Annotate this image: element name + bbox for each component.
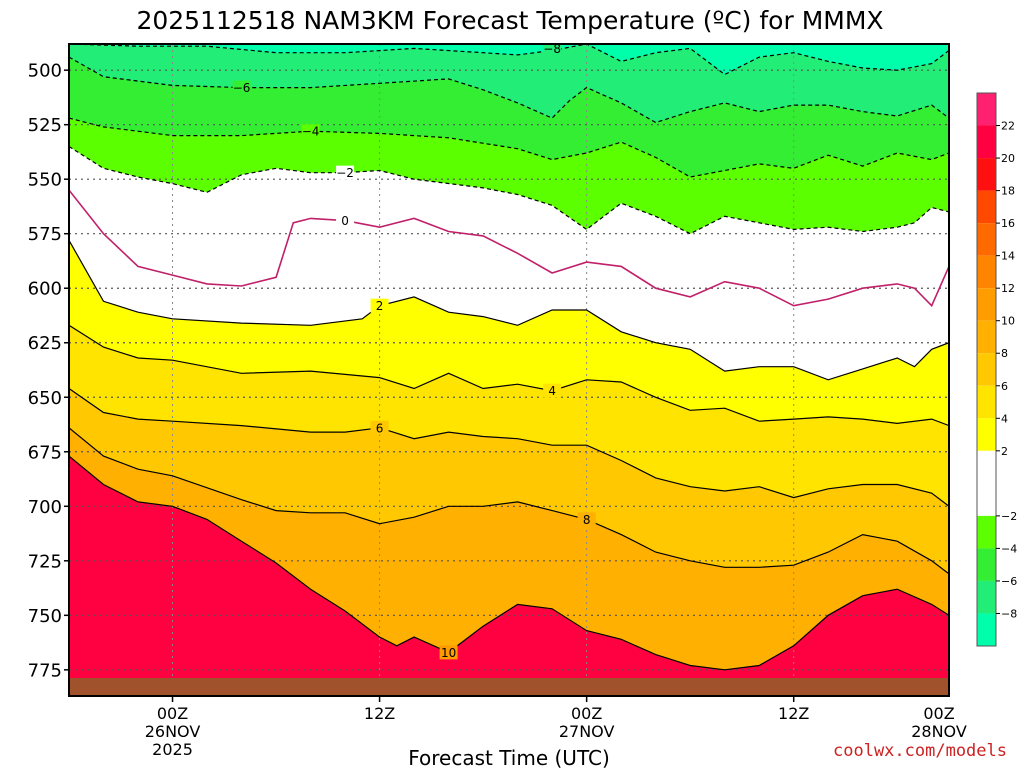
isotherm-6 [69, 388, 949, 507]
isotherm-label-bg [336, 165, 355, 180]
x-tick-label-24-2: 27NOV [559, 722, 615, 741]
isotherm-label-bg [543, 44, 562, 56]
plot-area: −8 −6 −4 −2 0 2 4 6 8 10 [69, 42, 949, 696]
colorbar-tick-label-4: 4 [1001, 412, 1008, 425]
y-tick-label-500: 500 [28, 61, 62, 82]
y-tick-label-575: 575 [28, 224, 62, 245]
temperature-fill [69, 44, 949, 696]
x-tick-label-0-3: 2025 [152, 740, 193, 759]
y-tick-label-725: 725 [28, 551, 62, 572]
y-axis-ticks: 500 525 550 575 600 625 650 675 700 725 750 775 [28, 61, 69, 681]
colorbar-band-8 [977, 320, 996, 354]
isotherm-label-4: 4 [548, 384, 556, 398]
colorbar-tick-label-18: 18 [1001, 185, 1015, 198]
isotherm-label-bg [370, 420, 389, 435]
isotherm-label-0: 0 [341, 214, 349, 228]
y-tick-label-700: 700 [28, 497, 62, 518]
colorbar: 22 20 18 16 14 12 10 8 6 4 2 −2 −4 −6 −8 [976, 92, 1017, 647]
isotherm--4 [69, 117, 949, 178]
colorbar-tick-label-14: 14 [1001, 250, 1015, 263]
isotherm-lines [69, 44, 949, 671]
x-axis-label: Forecast Time (UTC) [408, 746, 610, 768]
isotherm-label-2: 2 [376, 299, 384, 313]
colorbar-band--4 [977, 515, 996, 549]
chart-title: 2025112518 NAM3KM Forecast Temperature (… [136, 6, 883, 35]
isotherm-labels: −8 −6 −4 −2 0 2 4 6 8 10 [232, 42, 596, 660]
isotherm--6 [69, 56, 949, 124]
x-tick-label-0-2: 26NOV [145, 722, 201, 741]
isotherm-label-bg [232, 80, 251, 95]
isotherm-label-6: 6 [376, 421, 384, 435]
y-tick-label-775: 775 [28, 660, 62, 681]
colorbar-tick-label-−6: −6 [1001, 575, 1017, 588]
x-tick-label-24-1: 00Z [571, 704, 602, 723]
isotherm-label-10: 10 [441, 646, 456, 660]
isotherm-label-8: 8 [583, 513, 591, 527]
credit-text: coolwx.com/models [833, 741, 1007, 761]
x-tick-label-48-1: 00Z [923, 704, 954, 723]
x-tick-label-12-1: 12Z [364, 704, 395, 723]
fill-band--8 [69, 44, 949, 75]
plot-frame [68, 43, 950, 697]
colorbar-band--8 [977, 580, 996, 614]
isotherm-label--6: −6 [233, 81, 251, 95]
isotherm-label-bg [301, 124, 320, 139]
x-tick-label-0-1: 00Z [157, 704, 188, 723]
colorbar-band--2 [977, 450, 996, 516]
isotherm-label-bg [336, 213, 355, 228]
colorbar-band-16 [977, 190, 996, 224]
isotherm-8 [69, 427, 949, 575]
isotherm-label-bg [439, 645, 458, 660]
grid-lines [69, 44, 949, 696]
isotherm-label-bg [577, 512, 596, 527]
colorbar-tick-label-20: 20 [1001, 152, 1015, 165]
colorbar-band-4 [977, 385, 996, 419]
isotherm-label--4: −4 [302, 125, 320, 139]
isotherm-4 [69, 324, 949, 427]
isotherm-label--2: −2 [336, 166, 354, 180]
isotherm-label--8: −8 [543, 42, 561, 56]
colorbar-band-20 [977, 125, 996, 159]
colorbar-band-14 [977, 223, 996, 256]
isotherm-label-bg [370, 298, 389, 313]
isotherm-10 [69, 455, 949, 671]
colorbar-band--6 [977, 548, 996, 581]
colorbar-tick-label-6: 6 [1001, 380, 1008, 393]
y-tick-label-600: 600 [28, 279, 62, 300]
x-tick-label-36-1: 12Z [778, 704, 809, 723]
y-tick-label-625: 625 [28, 333, 62, 354]
x-tick-label-48-2: 28NOV [911, 722, 967, 741]
colorbar-tick-label-22: 22 [1001, 120, 1015, 133]
colorbar-tick-label-12: 12 [1001, 282, 1015, 295]
colorbar-band--10 [977, 613, 996, 646]
colorbar-band-22 [977, 93, 996, 126]
colorbar-tick-label-16: 16 [1001, 217, 1015, 230]
colorbar-frame [976, 92, 997, 647]
y-tick-label-675: 675 [28, 442, 62, 463]
colorbar-band-6 [977, 353, 996, 386]
y-tick-label-750: 750 [28, 606, 62, 627]
y-tick-label-650: 650 [28, 388, 62, 409]
colorbar-tick-label-2: 2 [1001, 445, 1008, 458]
colorbar-tick-label-8: 8 [1001, 347, 1008, 360]
y-tick-label-525: 525 [28, 115, 62, 136]
colorbar-tick-label-10: 10 [1001, 315, 1015, 328]
isotherm-0 [69, 189, 949, 308]
colorbar-tick-label-−4: −4 [1001, 542, 1017, 555]
terrain-ground [69, 678, 949, 696]
y-tick-label-550: 550 [28, 170, 62, 191]
isotherm-2 [69, 240, 949, 381]
colorbar-band-2 [977, 418, 996, 451]
isotherm--2 [69, 145, 949, 235]
colorbar-band-18 [977, 158, 996, 191]
colorbar-band-12 [977, 255, 996, 289]
colorbar-band-10 [977, 288, 996, 321]
colorbar-tick-label-−2: −2 [1001, 510, 1017, 523]
isotherm-label-bg [543, 383, 562, 398]
colorbar-tick-label-−8: −8 [1001, 607, 1017, 620]
